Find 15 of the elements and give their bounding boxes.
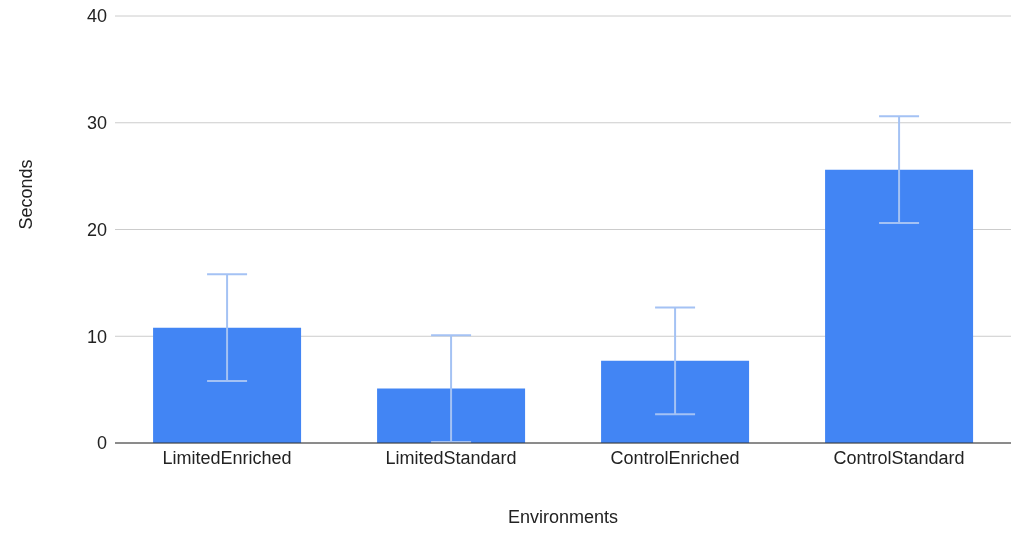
- x-axis-title: Environments: [507, 507, 619, 527]
- bar: [601, 360, 750, 443]
- y-tick-label: 10: [86, 326, 107, 347]
- bar: [825, 169, 974, 443]
- y-tick-label: 40: [86, 6, 107, 27]
- y-tick-label: 30: [86, 113, 107, 134]
- bar: [153, 327, 302, 443]
- x-tick-label: LimitedEnriched: [162, 447, 292, 468]
- x-tick-label: ControlStandard: [833, 447, 965, 468]
- y-tick-label: 0: [96, 433, 107, 454]
- bar: [377, 388, 526, 443]
- y-axis-title: Seconds: [16, 159, 37, 230]
- y-tick-label: 20: [86, 219, 107, 240]
- x-tick-label: ControlEnriched: [610, 447, 740, 468]
- x-tick-label: LimitedStandard: [385, 447, 517, 468]
